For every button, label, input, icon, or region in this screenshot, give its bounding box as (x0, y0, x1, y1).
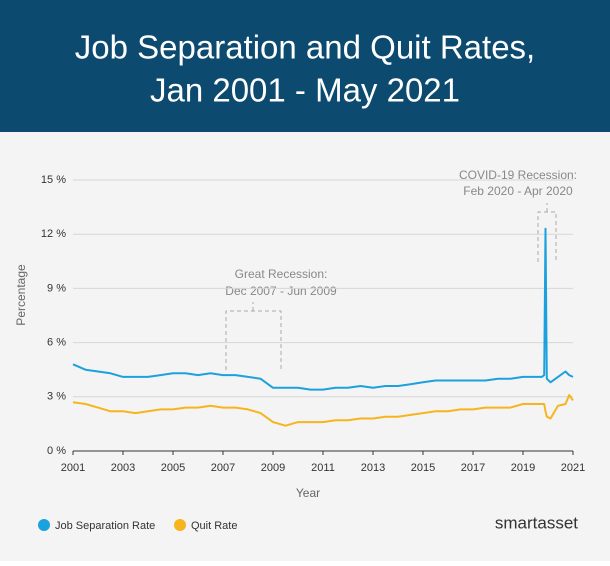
logo: smartasset (495, 513, 578, 532)
legend-marker (38, 519, 50, 531)
x-tick-label: 2017 (461, 462, 485, 474)
x-tick-label: 2013 (361, 462, 385, 474)
x-tick-label: 2011 (311, 462, 335, 474)
data-line (72, 394, 574, 427)
chart-title: Jan 2001 - May 2021 (150, 72, 460, 109)
recession-bracket (225, 203, 557, 370)
y-tick-label: 0 % (47, 445, 66, 457)
y-tick-label: 9 % (47, 282, 66, 294)
legend-label: Job Separation Rate (55, 520, 155, 532)
annotation: COVID-19 Recession: (459, 168, 577, 182)
x-tick-label: 2007 (211, 462, 235, 474)
y-axis-label: Percentage (14, 264, 28, 326)
chart-title: Job Separation and Quit Rates, (75, 29, 535, 66)
x-tick-label: 2015 (411, 462, 435, 474)
legend-label: Quit Rate (191, 520, 237, 532)
annotation: Feb 2020 - Apr 2020 (463, 184, 573, 198)
x-tick-label: 2019 (511, 462, 535, 474)
x-tick-label: 2009 (261, 462, 285, 474)
header (0, 0, 610, 132)
annotation: Great Recession: (235, 267, 328, 281)
bracket (225, 302, 282, 370)
x-tick-label: 2005 (161, 462, 185, 474)
bracket (537, 203, 557, 262)
x-axis-label: Year (296, 486, 320, 500)
annotation: Dec 2007 - Jun 2009 (225, 284, 337, 298)
y-tick-label: 15 % (41, 174, 66, 186)
y-tick-label: 12 % (41, 228, 66, 240)
x-tick-label: 2003 (111, 462, 135, 474)
data-line (72, 227, 574, 391)
legend-marker (174, 519, 186, 531)
x-tick-label: 2021 (561, 462, 585, 474)
y-tick-label: 6 % (47, 337, 66, 349)
y-tick-label: 3 % (47, 391, 66, 403)
x-tick-label: 2001 (61, 462, 85, 474)
